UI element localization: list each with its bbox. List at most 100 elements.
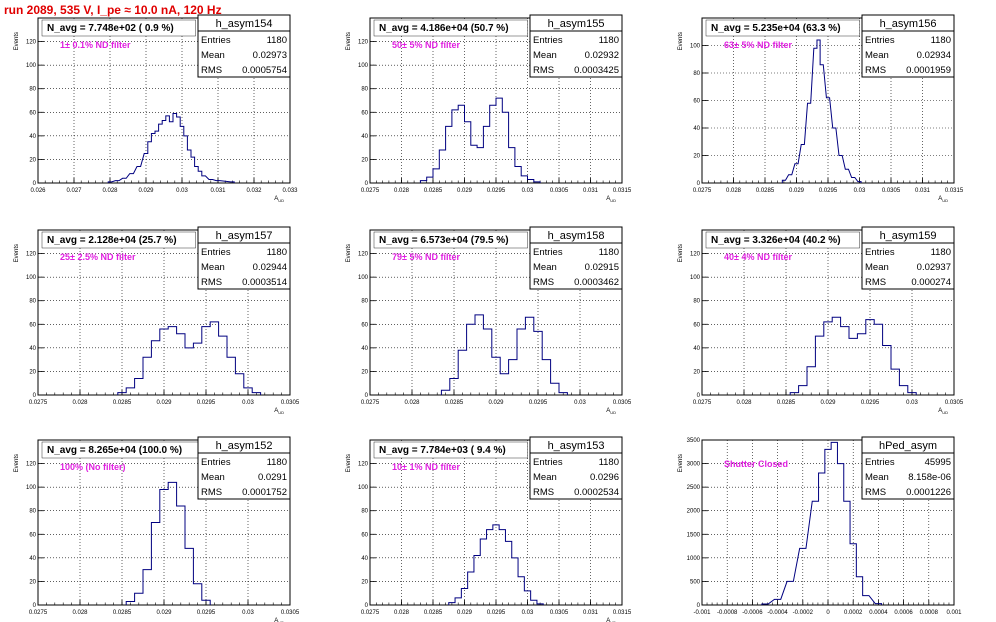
x-tick-label: 0.029 [789, 188, 805, 194]
panel-h_asym158: 0.0275 0.028 0.0285 0.029 0.0295 0.03 0.0305 0 2… [346, 226, 632, 415]
n-avg-annotation: N_avg = 6.573e+04 (79.5 %) [379, 235, 509, 246]
x-tick-label: 0.028 [72, 610, 88, 616]
stats-box [197, 242, 291, 290]
y-tick-label: 20 [29, 157, 36, 163]
stats-key: Entries [865, 457, 895, 468]
histogram-line [448, 524, 544, 605]
y-axis-title: Events [678, 454, 684, 472]
y-tick-label: 0 [33, 393, 37, 399]
filter-label: 79± 5% ND filter [392, 252, 460, 262]
y-tick-label: 1000 [687, 556, 701, 562]
filter-label: 25± 2.5% ND filter [60, 252, 136, 262]
y-axis-title: Events [346, 244, 352, 262]
histogram-line [107, 112, 235, 183]
y-tick-label: 100 [26, 63, 37, 69]
x-axis-title: AUD [606, 196, 616, 203]
y-axis-title: Events [14, 32, 20, 50]
stats-value: 1180 [267, 457, 287, 468]
stats-value: 0.02915 [585, 262, 619, 273]
panel-h_asym154: 0.026 0.027 0.028 0.029 0.03 0.031 0.032 0.033 0… [14, 14, 298, 203]
stats-box [197, 452, 291, 500]
y-tick-label: 40 [693, 126, 700, 132]
histogram-line [781, 39, 862, 183]
stats-value: 0.02932 [585, 50, 619, 61]
y-axis-title: Events [346, 454, 352, 472]
y-tick-label: 120 [358, 462, 369, 468]
stats-box [529, 452, 623, 500]
x-tick-label: 0.03 [176, 188, 188, 194]
n-avg-annotation: N_avg = 8.265e+04 (100.0 %) [47, 445, 182, 456]
x-tick-label: 0.026 [30, 188, 46, 194]
x-tick-label: -0.0004 [767, 610, 788, 616]
stats-key: RMS [865, 487, 886, 498]
x-axis-title: AUD [606, 618, 616, 622]
y-tick-label: 100 [690, 44, 701, 50]
stats-key: Entries [201, 35, 231, 46]
stats-key: Entries [533, 247, 563, 258]
stats-box [861, 452, 955, 500]
y-tick-label: 80 [693, 71, 700, 77]
x-tick-label: 0.0315 [945, 188, 964, 194]
x-tick-label: -0.0008 [717, 610, 738, 616]
x-tick-label: 0.028 [72, 400, 88, 406]
stats-value: 1180 [931, 247, 951, 258]
x-tick-label: 0.03 [242, 400, 254, 406]
stats-key: Mean [865, 262, 889, 273]
y-tick-label: 40 [693, 346, 700, 352]
x-tick-label: 0.031 [915, 188, 931, 194]
x-tick-label: 0.0305 [281, 400, 300, 406]
y-tick-label: 100 [358, 63, 369, 69]
stats-key: RMS [533, 277, 554, 288]
x-tick-label: 0.0305 [882, 188, 901, 194]
y-tick-label: 100 [358, 275, 369, 281]
x-tick-label: 0.0004 [869, 610, 888, 616]
stats-value: 1180 [267, 35, 287, 46]
x-tick-label: 0.028 [102, 188, 118, 194]
stats-box [197, 30, 291, 78]
x-tick-label: -0.001 [693, 610, 711, 616]
x-tick-label: 0.031 [583, 188, 599, 194]
histogram-line [440, 314, 568, 395]
y-tick-label: 20 [29, 579, 36, 585]
x-tick-label: 0.0295 [197, 610, 216, 616]
y-tick-label: 2000 [687, 509, 701, 515]
x-tick-label: 0.0285 [113, 400, 132, 406]
x-axis-title: AUD [274, 408, 284, 415]
x-tick-label: 0.028 [394, 610, 410, 616]
x-tick-label: 0.0295 [819, 188, 838, 194]
stats-value: 1180 [599, 247, 619, 258]
x-axis-title: AUD [274, 618, 284, 622]
stats-value: 0.0001752 [242, 487, 287, 498]
run-title: run 2089, 535 V, I_pe ≈ 10.0 nA, 120 Hz [4, 3, 222, 17]
filter-label: 100% (No filter) [60, 462, 126, 472]
stats-key: Mean [201, 472, 225, 483]
y-tick-label: 500 [690, 579, 701, 585]
y-tick-label: 60 [29, 532, 36, 538]
y-tick-label: 40 [29, 134, 36, 140]
y-tick-label: 60 [693, 99, 700, 105]
y-tick-label: 20 [361, 369, 368, 375]
stats-value: 0.02944 [253, 262, 287, 273]
x-tick-label: 0.031 [583, 610, 599, 616]
y-tick-label: 60 [361, 532, 368, 538]
y-axis-title: Events [14, 244, 20, 262]
annotation-box [705, 231, 860, 249]
filter-label: 1± 0.1% ND filter [60, 40, 131, 50]
n-avg-annotation: N_avg = 5.235e+04 (63.3 %) [711, 23, 841, 34]
stats-value: 8.158e-06 [908, 472, 951, 483]
histogram-line [125, 481, 211, 605]
y-axis-title: Events [14, 454, 20, 472]
x-tick-label: -0.0002 [793, 610, 814, 616]
stats-key: RMS [533, 487, 554, 498]
n-avg-annotation: N_avg = 2.128e+04 (25.7 %) [47, 235, 177, 246]
stats-value: 0.02937 [917, 262, 951, 273]
stats-box [861, 30, 955, 78]
x-axis-title: AUD [274, 196, 284, 203]
annotation-box [705, 19, 860, 37]
y-tick-label: 100 [690, 275, 701, 281]
x-tick-label: 0.029 [138, 188, 154, 194]
x-tick-label: 0.029 [156, 400, 172, 406]
stats-key: Entries [533, 457, 563, 468]
x-tick-label: 0.028 [736, 400, 752, 406]
stats-value: 0.02934 [917, 50, 951, 61]
